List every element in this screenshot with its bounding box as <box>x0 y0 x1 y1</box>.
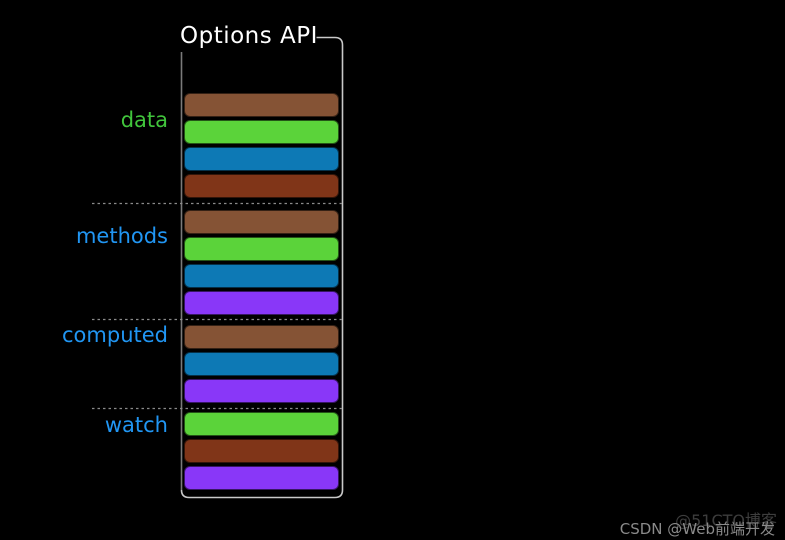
concern-bar-computed-purple <box>184 379 339 403</box>
concern-bar-computed-brown <box>184 325 339 349</box>
section-label-computed: computed <box>62 323 168 347</box>
frame-border <box>180 36 344 499</box>
watermark-csdn: CSDN @Web前端开发 <box>619 520 775 538</box>
concern-bar-data-brown <box>184 93 339 117</box>
concern-bar-data-darkred <box>184 174 339 198</box>
watermark-51cto: @51CTO博客 <box>675 511 777 530</box>
concern-bar-methods-blue <box>184 264 339 288</box>
concern-bar-methods-green <box>184 237 339 261</box>
concern-bar-computed-blue <box>184 352 339 376</box>
concern-bar-watch-green <box>184 412 339 436</box>
concern-bar-watch-darkred <box>184 439 339 463</box>
concern-bar-watch-purple <box>184 466 339 490</box>
concern-bar-methods-brown <box>184 210 339 234</box>
concern-bar-data-green <box>184 120 339 144</box>
section-label-watch: watch <box>104 413 168 437</box>
section-label-data: data <box>120 108 168 132</box>
section-label-methods: methods <box>75 224 168 248</box>
concern-bar-methods-purple <box>184 291 339 315</box>
diagram-title: Options API <box>180 23 318 49</box>
concern-bar-data-blue <box>184 147 339 171</box>
